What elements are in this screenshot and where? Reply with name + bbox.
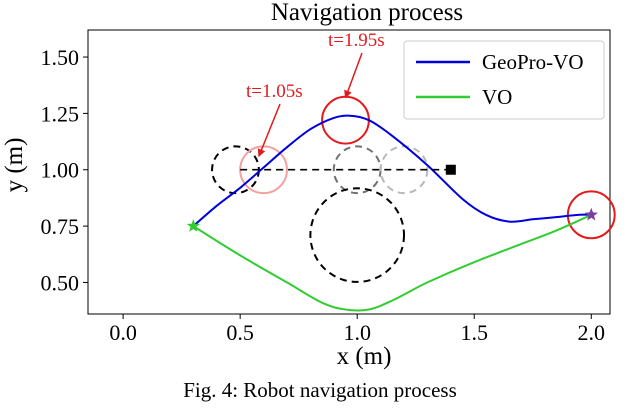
y-tick-label: 0.50 xyxy=(41,270,80,295)
obstacle-circle xyxy=(211,145,260,195)
plot-area: 0.0 0.5 1.0 1.5 2.0 0.50 0.75 1.00 1.25 1.50 t=1.0… xyxy=(41,29,616,345)
series-line-geopro-vo xyxy=(192,114,592,227)
legend-label: VO xyxy=(482,85,512,109)
annotation-arrow xyxy=(257,103,281,158)
legend-box xyxy=(403,40,605,120)
x-tick-label: 2.0 xyxy=(578,320,606,345)
x-axis-label: x (m) xyxy=(337,343,392,370)
x-tick-label: 1.0 xyxy=(343,320,371,345)
axes-frame xyxy=(87,29,611,315)
x-tick-label: 0.5 xyxy=(226,320,254,345)
goal-square-marker xyxy=(445,164,456,175)
y-tick-label: 1.25 xyxy=(41,101,80,126)
y-tick-label: 1.00 xyxy=(41,158,80,183)
legend: GeoPro-VO VO xyxy=(403,40,605,120)
y-tick-label: 1.50 xyxy=(41,45,80,70)
star-marker xyxy=(186,219,200,232)
chart-title: Navigation process xyxy=(271,0,463,26)
x-tick-label: 0.0 xyxy=(109,320,137,345)
y-axis-label: y (m) xyxy=(1,138,28,193)
x-tick-label: 1.5 xyxy=(460,320,488,345)
navigation-figure: Navigation process 0.0 0.5 1.0 1.5 2.00.500.… xyxy=(1,0,616,370)
y-tick-label: 0.75 xyxy=(41,214,80,239)
figure-caption: Fig. 4: Robot navigation process xyxy=(183,378,457,402)
time-annotation: t=1.05s xyxy=(246,81,303,102)
star-marker xyxy=(584,207,598,221)
robot-circle xyxy=(566,190,616,240)
annotation-arrow xyxy=(344,52,363,99)
time-annotation: t=1.95s xyxy=(328,30,385,51)
series-line-vo xyxy=(192,213,592,312)
obstacle-circle xyxy=(309,187,406,283)
legend-label: GeoPro-VO xyxy=(482,50,583,74)
